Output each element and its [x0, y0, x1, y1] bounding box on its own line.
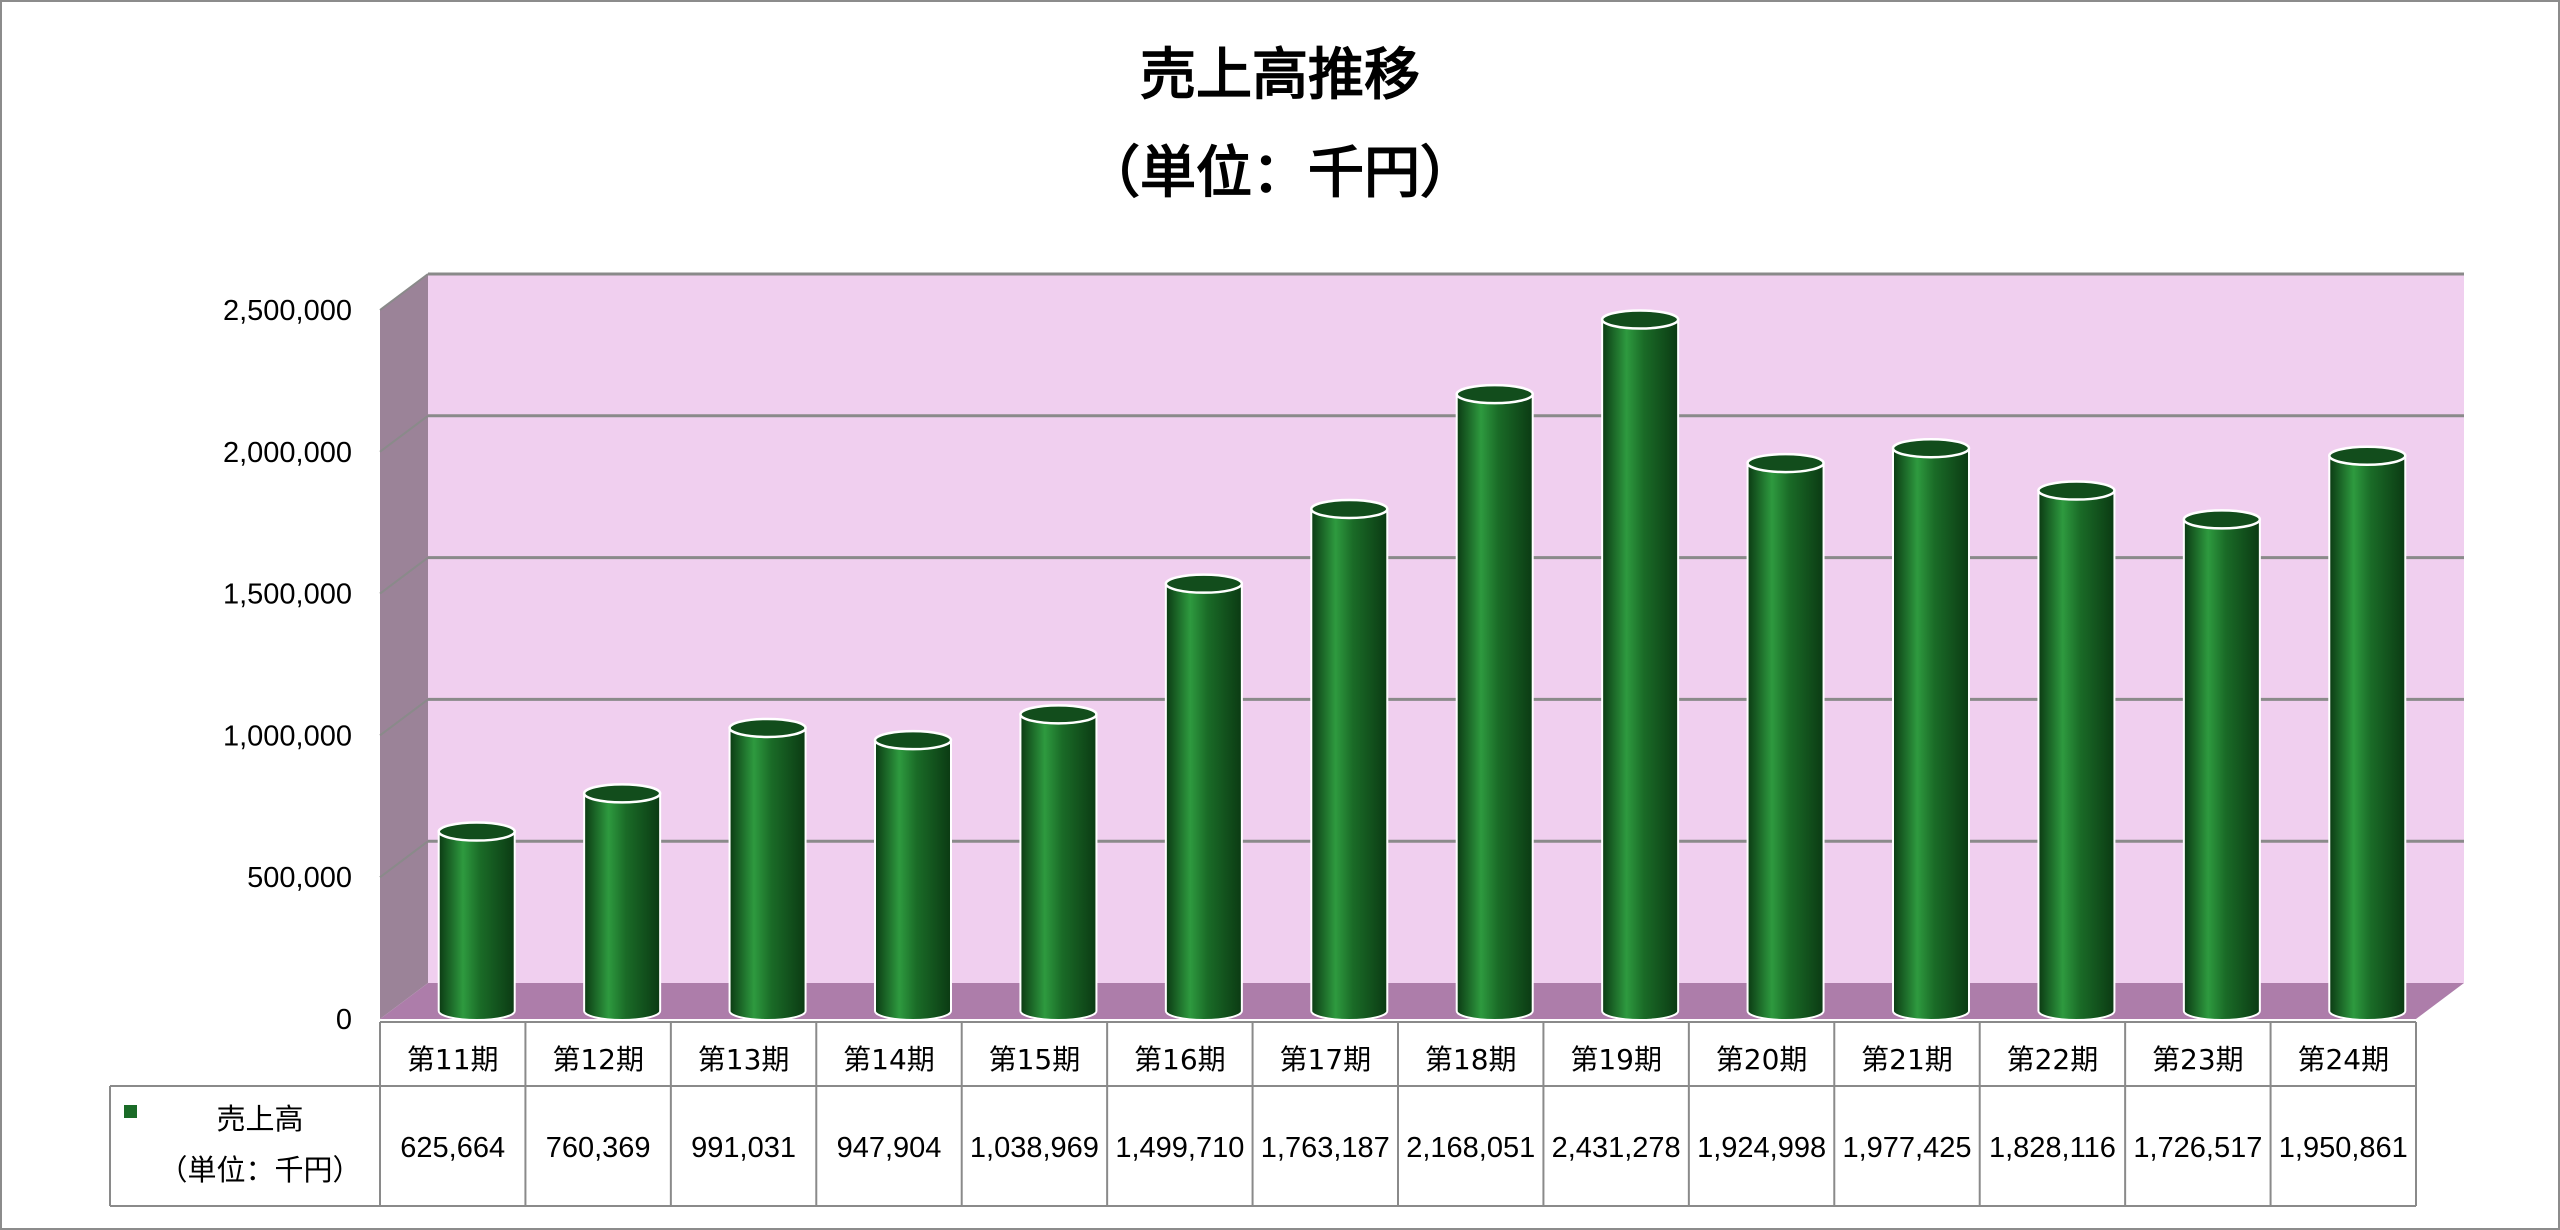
bar: [873, 729, 953, 1021]
bar-top: [2037, 480, 2116, 501]
value-label: 2,168,051: [1406, 1132, 1535, 1164]
legend-series-name: 売上高: [216, 1102, 303, 1136]
value-label: 1,828,116: [1989, 1132, 2116, 1164]
bars: [437, 309, 2407, 1021]
bar-top: [2328, 445, 2407, 466]
chart-title: 売上高推移 （単位：千円）: [1084, 43, 1476, 206]
bar-body: [1310, 507, 1389, 1021]
value-label: 1,038,969: [970, 1132, 1099, 1164]
category-label: 第16期: [1134, 1043, 1226, 1076]
category-label: 第19期: [1570, 1043, 1662, 1076]
bar-top: [2182, 509, 2262, 530]
value-label: 947,904: [837, 1132, 942, 1164]
y-tick-label: 0: [336, 1004, 352, 1036]
legend-swatch: [124, 1105, 137, 1118]
category-label: 第15期: [989, 1043, 1081, 1076]
y-tick-label: 1,500,000: [223, 579, 352, 611]
category-label: 第23期: [2152, 1043, 2244, 1076]
bar-body: [583, 792, 662, 1021]
category-label: 第24期: [2297, 1043, 2389, 1076]
bar-body: [874, 739, 952, 1021]
y-tick-label: 1,000,000: [223, 720, 352, 752]
bar-body: [728, 726, 807, 1021]
bar: [1891, 437, 1971, 1021]
bar-top: [437, 821, 516, 842]
value-label: 760,369: [546, 1132, 651, 1164]
category-label: 第12期: [552, 1043, 644, 1076]
value-label: 1,499,710: [1115, 1132, 1244, 1164]
bar-body: [1455, 393, 1534, 1021]
plot-walls: [380, 274, 2464, 1019]
category-label: 第22期: [2007, 1043, 2099, 1076]
gridline-side: [379, 698, 429, 737]
bar-top: [1019, 704, 1098, 725]
gridlines: [379, 272, 2464, 879]
bar-body: [1019, 713, 1098, 1021]
gridline-side: [379, 840, 429, 879]
bar-top: [1600, 309, 1680, 330]
gridline-side: [379, 556, 429, 595]
bar: [582, 783, 662, 1021]
gridline-side: [379, 273, 429, 311]
category-label: 第18期: [1425, 1043, 1517, 1076]
bar: [2328, 445, 2407, 1021]
value-label: 991,031: [691, 1132, 796, 1164]
bar: [728, 717, 807, 1021]
bar-top: [1746, 452, 1825, 474]
value-label: 1,977,425: [1842, 1132, 1971, 1164]
bar: [1019, 704, 1098, 1021]
data-table: 第11期 625,664 第12期 760,369 第13期 991,031 第14期 947…: [109, 1021, 2417, 1207]
bar-top: [873, 729, 953, 751]
bar: [1746, 452, 1825, 1021]
value-label: 625,664: [400, 1132, 505, 1164]
bar-body: [2328, 454, 2407, 1021]
category-label: 第21期: [1861, 1043, 1953, 1076]
y-axis: 0 500,000 1,000,000 1,500,000 2,000,000 2,500…: [223, 295, 352, 1036]
category-label: 第17期: [1279, 1043, 1371, 1076]
category-label: 第13期: [698, 1043, 790, 1076]
bar: [437, 821, 516, 1021]
bar-body: [1164, 582, 1243, 1021]
bar-body: [1746, 462, 1825, 1021]
value-label: 2,431,278: [1552, 1132, 1681, 1164]
value-label: 1,950,861: [2279, 1132, 2408, 1164]
y-tick-label: 500,000: [247, 862, 352, 894]
value-label: 1,763,187: [1261, 1132, 1390, 1164]
y-tick-label: 2,000,000: [223, 437, 352, 469]
bar-top: [1891, 437, 1971, 459]
bar: [2182, 509, 2262, 1021]
bar: [2037, 480, 2116, 1021]
bar: [1455, 383, 1534, 1021]
bar-top: [1455, 383, 1534, 405]
chart-title-line-2: （単位：千円）: [1084, 141, 1476, 206]
y-tick-label: 2,500,000: [223, 295, 352, 327]
gridline-side: [379, 414, 429, 453]
bar: [1164, 573, 1244, 1021]
bar-top: [728, 717, 807, 739]
bar: [1600, 309, 1680, 1021]
bar-body: [2037, 489, 2116, 1021]
bar-body: [437, 830, 516, 1021]
bar-top: [582, 783, 662, 804]
value-label: 1,924,998: [1697, 1132, 1826, 1164]
chart-title-line-1: 売上高推移: [1140, 43, 1420, 108]
category-label: 第20期: [1716, 1043, 1808, 1076]
floor: [380, 983, 2464, 1019]
side-wall: [380, 274, 428, 1019]
bar-top: [1164, 573, 1244, 594]
legend-series-unit: （単位：千円）: [158, 1153, 361, 1187]
bar-body: [2182, 518, 2261, 1021]
bar-body: [1601, 318, 1680, 1021]
bar-body: [1892, 447, 1970, 1021]
category-label: 第11期: [407, 1043, 499, 1076]
bar: [1310, 498, 1389, 1021]
value-label: 1,726,517: [2133, 1132, 2262, 1164]
category-label: 第14期: [843, 1043, 935, 1076]
bar-top: [1310, 498, 1389, 520]
